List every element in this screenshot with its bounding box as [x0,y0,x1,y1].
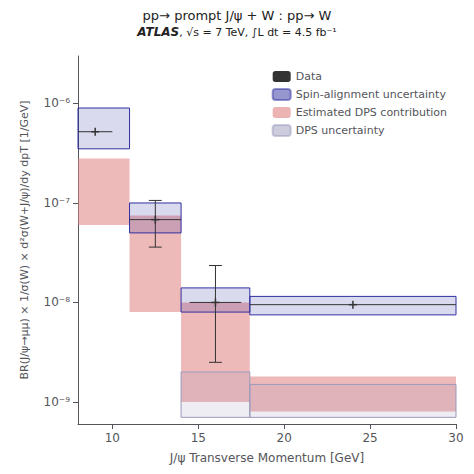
svg-text:10⁻⁶: 10⁻⁶ [44,96,71,110]
svg-text:J/ψ Transverse Momentum [GeV]: J/ψ Transverse Momentum [GeV] [169,451,364,465]
svg-text:Data: Data [296,70,322,83]
svg-text:DPS uncertainty: DPS uncertainty [296,124,385,137]
svg-text:10⁻⁸: 10⁻⁸ [44,295,71,309]
svg-text:10⁻⁷: 10⁻⁷ [44,196,71,210]
svg-text:15: 15 [191,431,206,445]
svg-text:20: 20 [277,431,292,445]
svg-text:ATLAS: ATLAS [136,25,179,39]
svg-text:10: 10 [105,431,120,445]
svg-text:30: 30 [448,431,463,445]
svg-text:BR(J/ψ→μμ) × 1/σ(W) × d²σ(W+J/: BR(J/ψ→μμ) × 1/σ(W) × d²σ(W+J/ψ)/dy dpT … [18,101,31,380]
svg-text:Spin-alignment uncertainty: Spin-alignment uncertainty [296,88,447,101]
svg-text:10⁻⁹: 10⁻⁹ [44,395,71,409]
svg-text:, √s = 7 TeV, ∫L dt = 4.5 fb⁻¹: , √s = 7 TeV, ∫L dt = 4.5 fb⁻¹ [179,26,337,39]
svg-text:25: 25 [362,431,377,445]
svg-text:pp→ prompt J/ψ + W : pp→ W: pp→ prompt J/ψ + W : pp→ W [143,8,332,23]
svg-text:Estimated DPS contribution: Estimated DPS contribution [296,106,447,119]
